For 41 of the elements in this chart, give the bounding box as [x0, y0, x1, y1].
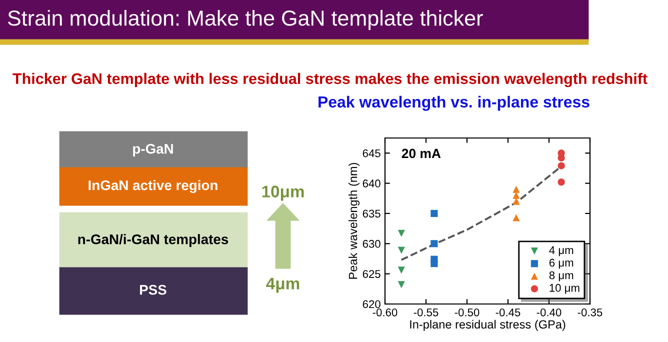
point — [430, 240, 438, 248]
legend-label: 6 μm — [549, 258, 574, 269]
legend-label: 10 μm — [550, 284, 580, 294]
text: PSS — [140, 284, 166, 295]
point — [512, 186, 520, 193]
point — [398, 281, 405, 288]
x-axis-title: In-plane residual stress (GPa) — [410, 320, 566, 331]
y-tick-label: 625 — [362, 270, 380, 278]
annotation: 20 mA — [402, 148, 441, 158]
y-tick-label: 635 — [362, 210, 380, 218]
text: 4μm — [266, 278, 300, 293]
point — [512, 192, 520, 199]
point — [558, 162, 565, 170]
text: p-GaN — [133, 144, 173, 156]
point — [430, 260, 438, 268]
x-tick-label: -0.50 — [454, 308, 480, 316]
x-tick-label: -0.60 — [372, 308, 398, 316]
y-tick-label: 640 — [362, 180, 380, 188]
text: n-GaN/i-GaN templates — [78, 234, 228, 247]
point — [430, 210, 438, 217]
y-tick-label: 630 — [362, 240, 380, 248]
x-tick-label: -0.45 — [496, 308, 520, 316]
legend-label: 8 μm — [549, 271, 574, 282]
x-tick-label: -0.35 — [578, 308, 602, 316]
point — [512, 214, 520, 222]
chart-title: Peak wavelength vs. in-plane stress — [318, 96, 590, 111]
y-axis-title: Peak wavelength (nm) — [348, 163, 360, 279]
legend-label: 4 μm — [549, 246, 574, 256]
text: Strain modulation: Make the GaN template thicker — [8, 10, 483, 30]
x-tick-label: -0.40 — [536, 308, 562, 316]
point — [398, 246, 405, 254]
text: Thicker GaN template with less residual stress makes the emission wavelength redshift — [12, 72, 648, 88]
point — [398, 266, 405, 274]
text: 10μm — [262, 186, 304, 201]
x-tick-label: -0.55 — [414, 308, 438, 316]
y-tick-label: 620 — [362, 300, 380, 308]
point — [558, 178, 565, 186]
y-tick-label: 645 — [362, 149, 380, 158]
text: InGaN active region — [88, 180, 218, 194]
point — [398, 230, 405, 237]
point — [512, 198, 520, 205]
